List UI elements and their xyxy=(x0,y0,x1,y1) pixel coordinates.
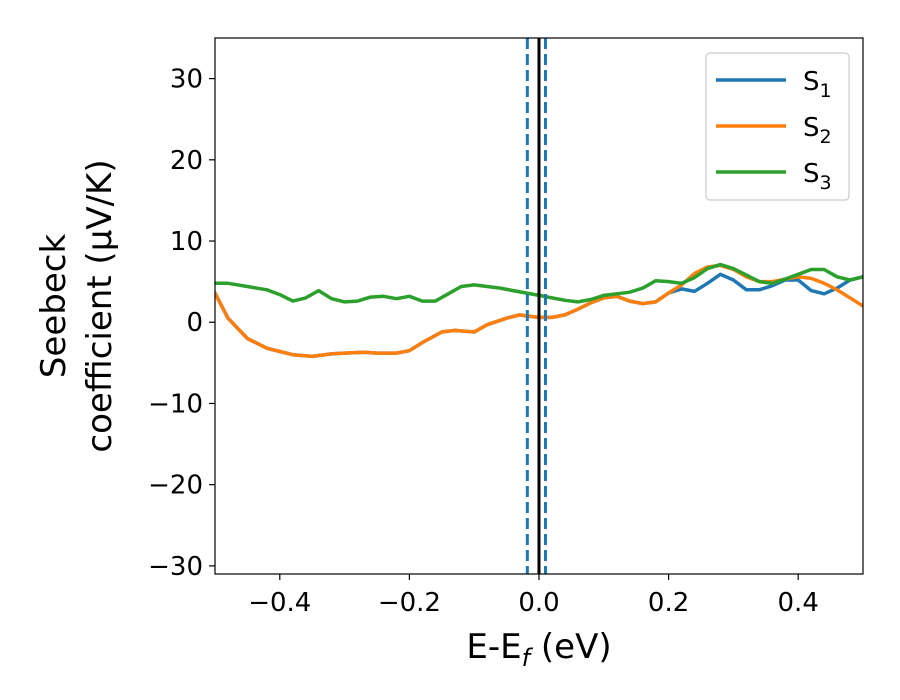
legend-label-s2: S2 xyxy=(803,113,832,148)
y-axis-label-line1: Seebeck xyxy=(34,234,74,379)
y-tick-label: 10 xyxy=(170,227,203,257)
x-tick-label: 0.0 xyxy=(518,588,559,618)
y-axis-ticks: −30 −20 −10 0 10 20 30 xyxy=(148,65,215,582)
y-axis-label: Seebeck coefficient (μV/K) xyxy=(34,159,120,452)
legend-label-s1: S1 xyxy=(803,67,832,102)
y-axis-label-line2: coefficient (μV/K) xyxy=(80,159,120,452)
x-tick-label: 0.2 xyxy=(648,588,689,618)
x-tick-label: 0.4 xyxy=(778,588,819,618)
legend-label-s3: S3 xyxy=(803,159,832,194)
x-axis-ticks: −0.4 −0.2 0.0 0.2 0.4 xyxy=(248,574,819,618)
fermi-level-markers xyxy=(525,38,547,574)
x-tick-label: −0.4 xyxy=(248,588,311,618)
y-tick-label: −30 xyxy=(148,552,203,582)
legend: S1 S2 S3 xyxy=(705,52,850,201)
y-tick-label: 0 xyxy=(186,308,203,338)
y-tick-label: −10 xyxy=(148,389,203,419)
y-tick-label: 20 xyxy=(170,146,203,176)
x-axis-label: E-Ef (eV) xyxy=(466,627,611,672)
x-tick-label: −0.2 xyxy=(378,588,441,618)
y-tick-label: 30 xyxy=(170,65,203,95)
y-tick-label: −20 xyxy=(148,471,203,501)
